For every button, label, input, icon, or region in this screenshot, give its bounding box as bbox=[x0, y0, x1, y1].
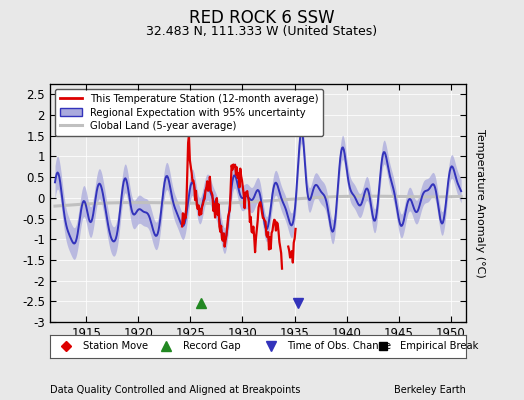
Y-axis label: Temperature Anomaly (°C): Temperature Anomaly (°C) bbox=[475, 129, 485, 277]
Legend: This Temperature Station (12-month average), Regional Expectation with 95% uncer: This Temperature Station (12-month avera… bbox=[55, 89, 323, 136]
Text: Record Gap: Record Gap bbox=[183, 341, 241, 351]
Text: Data Quality Controlled and Aligned at Breakpoints: Data Quality Controlled and Aligned at B… bbox=[50, 385, 300, 395]
Text: Empirical Break: Empirical Break bbox=[400, 341, 478, 351]
Text: 32.483 N, 111.333 W (United States): 32.483 N, 111.333 W (United States) bbox=[146, 26, 378, 38]
Text: RED ROCK 6 SSW: RED ROCK 6 SSW bbox=[189, 9, 335, 27]
Text: Berkeley Earth: Berkeley Earth bbox=[395, 385, 466, 395]
Text: Time of Obs. Change: Time of Obs. Change bbox=[287, 341, 391, 351]
Text: Station Move: Station Move bbox=[83, 341, 148, 351]
